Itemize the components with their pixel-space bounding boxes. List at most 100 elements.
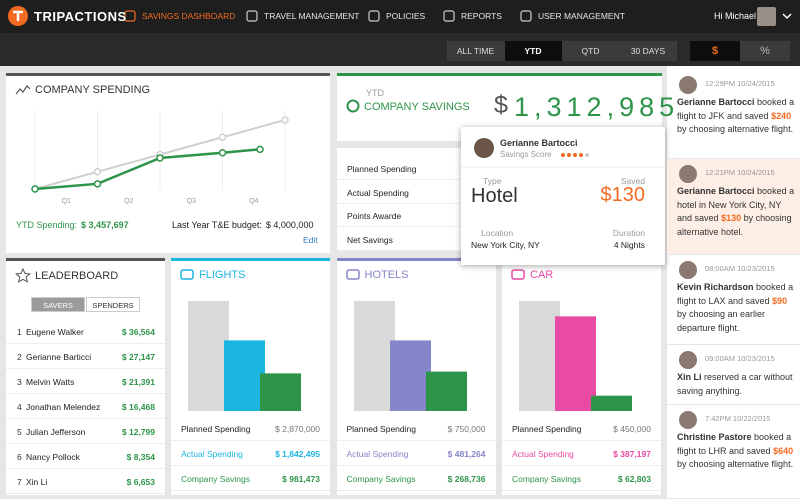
score-label: Savings Score bbox=[500, 150, 552, 159]
amount: $ 6,653 bbox=[126, 477, 155, 487]
name: Gerianne Bartocci bbox=[677, 186, 755, 196]
location: New York City, NY bbox=[471, 240, 540, 250]
rank: 6 bbox=[17, 452, 22, 462]
row-label: Net Savings bbox=[347, 234, 393, 245]
budget: Last Year T&E budget: $ 4,000,000 bbox=[172, 220, 313, 230]
nav-item[interactable]: POLICIES bbox=[386, 11, 426, 21]
row-divider bbox=[502, 465, 661, 466]
type-label: Type bbox=[483, 176, 502, 186]
avatar bbox=[679, 261, 697, 279]
graphic bbox=[679, 351, 697, 369]
feed-text: Xin Li reserved a car without saving any… bbox=[677, 371, 795, 398]
graphic bbox=[461, 138, 665, 168]
feed-item: 08:00AM 10/23/2015 Kevin Richardson booke… bbox=[667, 255, 800, 345]
rank: 5 bbox=[17, 427, 22, 437]
rank: 4 bbox=[17, 402, 22, 412]
row-label: Points Awarde bbox=[347, 211, 402, 221]
feed-text: Gerianne Bartocci booked a flight to JFK… bbox=[677, 96, 795, 137]
timestamp: 7:42PM 10/22/2015 bbox=[705, 414, 771, 423]
amount: $130 bbox=[721, 213, 742, 223]
bar bbox=[224, 340, 265, 411]
chevron bbox=[782, 13, 792, 20]
nav-item[interactable]: SAVINGS DASHBOARD bbox=[142, 11, 236, 21]
unit-button[interactable]: $ bbox=[690, 41, 740, 61]
row-label: Actual Spending bbox=[181, 449, 243, 459]
amount: $ 21,391 bbox=[121, 377, 155, 387]
name: Nancy Pollock bbox=[26, 452, 80, 462]
quarter-label: Q1 bbox=[62, 198, 71, 205]
period-button[interactable]: ALL TIME bbox=[456, 46, 495, 56]
feed-text: Gerianne Bartocci booked a hotel in New … bbox=[677, 185, 795, 239]
rank: 1 bbox=[17, 327, 22, 337]
edit-link[interactable]: Edit bbox=[303, 235, 318, 245]
text: booked a flight to LHR and saved bbox=[677, 432, 792, 456]
tab[interactable]: SAVERS bbox=[31, 297, 85, 312]
name: Kevin Richardson bbox=[677, 282, 754, 292]
feed-item: 12:21PM 10/24/2015 Gerianne Bartocci book… bbox=[667, 159, 800, 255]
name: Melvin Watts bbox=[26, 377, 75, 387]
currency: $ bbox=[494, 91, 508, 119]
period: YTD bbox=[366, 88, 384, 98]
period-button[interactable]: QTD bbox=[581, 46, 600, 56]
row-divider bbox=[6, 393, 165, 394]
point bbox=[93, 180, 102, 188]
name: Gerianne Barticci bbox=[26, 352, 92, 362]
feed-item: 7:42PM 10/22/2015 Christine Pastore booke… bbox=[667, 405, 800, 499]
quarter-label: Q4 bbox=[249, 198, 258, 205]
row-label: Planned Spending bbox=[346, 424, 416, 434]
row-divider bbox=[6, 468, 165, 469]
nav-item[interactable]: REPORTS bbox=[461, 11, 502, 21]
text: by choosing alternative flight. bbox=[677, 459, 794, 469]
row-value: $ 62,803 bbox=[617, 474, 651, 484]
line bbox=[34, 148, 261, 191]
score-dot bbox=[573, 153, 577, 157]
timestamp: 12:21PM 10/24/2015 bbox=[705, 168, 775, 177]
amount: $ 8,354 bbox=[126, 452, 155, 462]
rank: 7 bbox=[17, 477, 22, 487]
trend-icon bbox=[15, 85, 31, 95]
point bbox=[31, 185, 39, 193]
row-label: Company Savings bbox=[346, 474, 416, 484]
graphic bbox=[14, 267, 32, 283]
amount: $240 bbox=[771, 110, 792, 121]
row-label: Company Savings bbox=[512, 474, 581, 484]
score-dot bbox=[579, 153, 583, 157]
category-card: CAR Planned Spending $ 450,000 Actual Spend… bbox=[502, 258, 661, 495]
row-divider bbox=[337, 226, 462, 227]
tab[interactable]: SPENDERS bbox=[86, 297, 140, 312]
period-button[interactable]: YTD bbox=[504, 41, 562, 61]
saved-label: Saved bbox=[620, 176, 645, 186]
feed-item: 09:00AM 10/23/2015 Xin Li reserved a car … bbox=[667, 345, 800, 405]
avatar bbox=[679, 165, 697, 183]
unit-button[interactable]: % bbox=[760, 45, 770, 57]
savings-value: 1,312,985 bbox=[514, 92, 680, 122]
nav-item[interactable]: TRAVEL MANAGEMENT bbox=[264, 11, 360, 21]
row-divider bbox=[337, 179, 462, 180]
row-divider bbox=[337, 249, 462, 251]
row-label: Company Savings bbox=[181, 474, 250, 484]
row-value: $ 981,473 bbox=[282, 474, 320, 484]
graphic bbox=[346, 99, 360, 113]
rank: 2 bbox=[17, 352, 22, 362]
user-greeting[interactable]: Hi Michael bbox=[714, 11, 757, 21]
ytd-spending: YTD Spending: $ 3,457,697 bbox=[16, 220, 129, 230]
avatar bbox=[679, 76, 697, 94]
row-divider bbox=[6, 418, 165, 419]
timestamp: 08:00AM 10/23/2015 bbox=[705, 264, 775, 273]
leaderboard-panel: LEADERBOARD SAVERS SPENDERS 1 Eugene Walker $… bbox=[6, 258, 165, 495]
name: Christine Pastore bbox=[677, 432, 752, 442]
spending-table: Planned Spending Actual Spending Points Aw… bbox=[337, 148, 462, 251]
period-button[interactable]: 30 DAYS bbox=[630, 46, 666, 56]
row-value: $ 750,000 bbox=[447, 424, 486, 434]
category-icon bbox=[511, 269, 525, 280]
score: Savings Score bbox=[500, 150, 552, 159]
feed-text: Kevin Richardson booked a flight to LAX … bbox=[677, 281, 795, 335]
row-value: $ 387,197 bbox=[613, 449, 651, 459]
panel-title: LEADERBOARD bbox=[35, 270, 119, 282]
row-divider bbox=[171, 490, 330, 491]
nav-item[interactable]: USER MANAGEMENT bbox=[538, 11, 625, 21]
text: booked a hotel in New York City, NY and … bbox=[677, 186, 795, 223]
row-divider bbox=[6, 368, 165, 369]
text: booked a flight to LAX and saved bbox=[677, 282, 794, 306]
